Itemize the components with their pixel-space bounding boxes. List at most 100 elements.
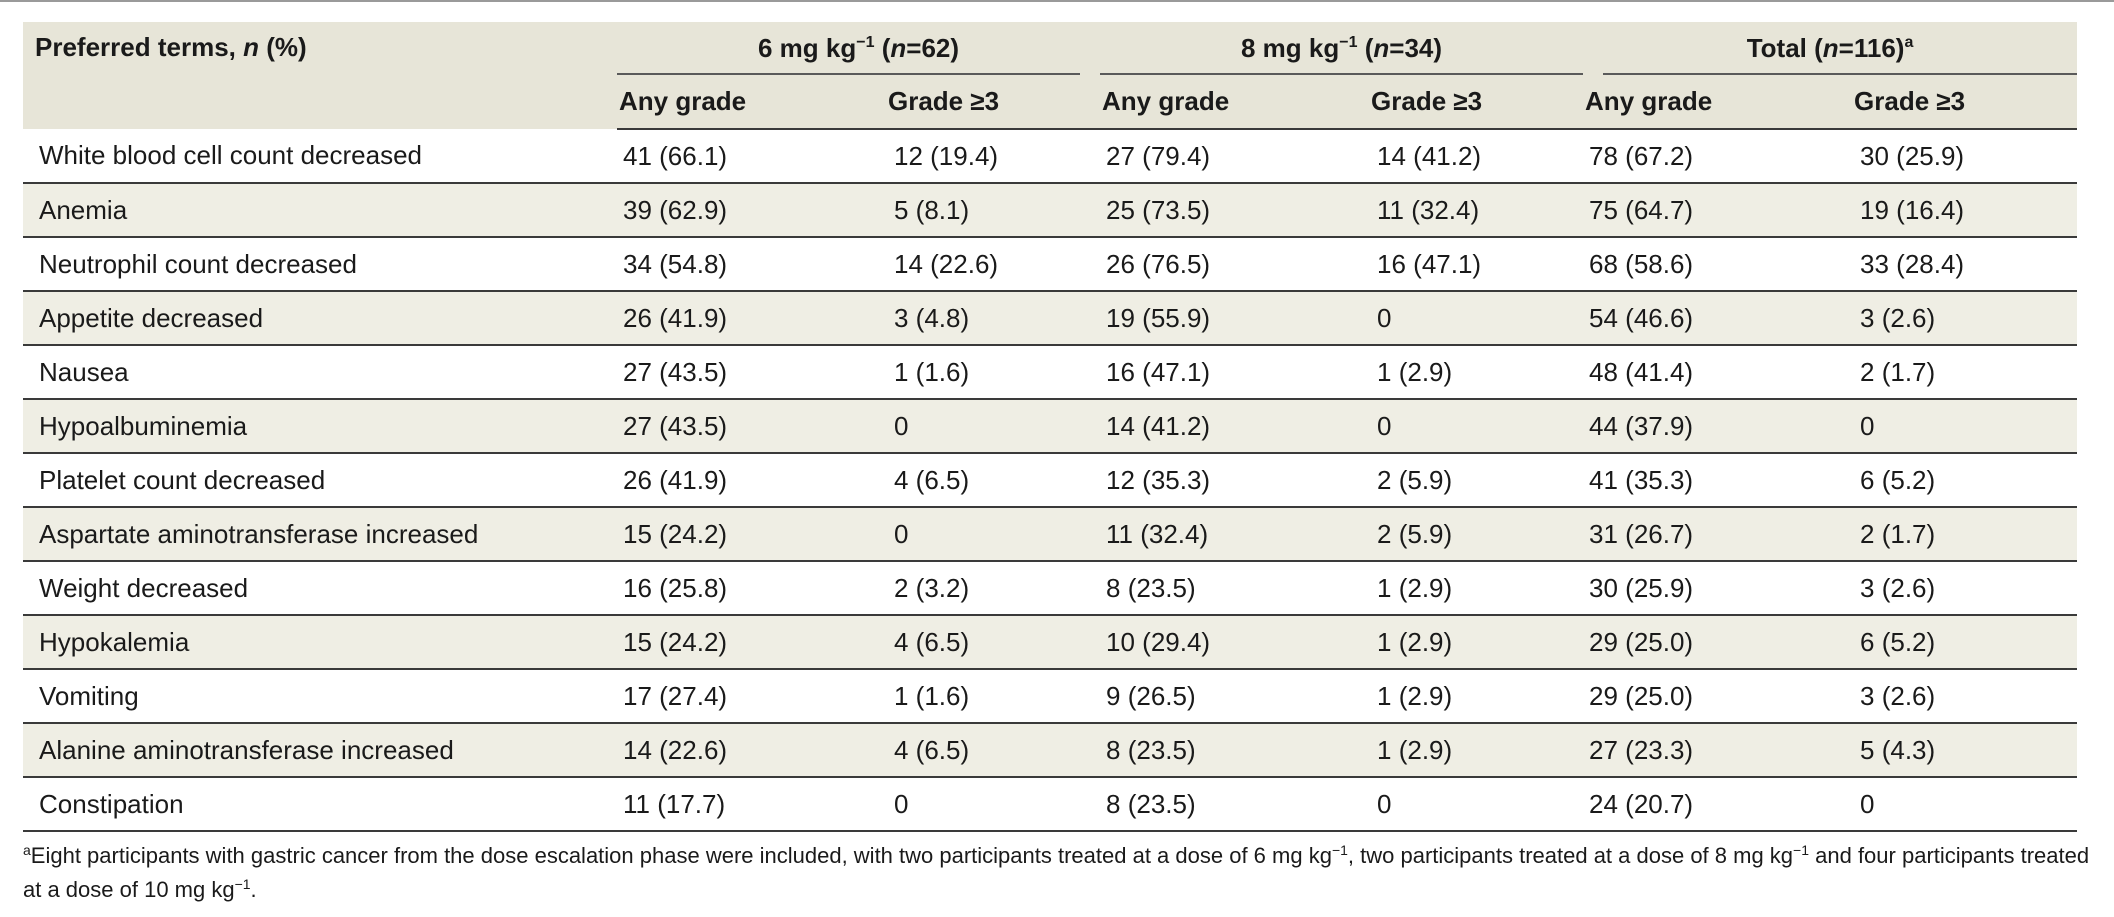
any-grade-cell: 26 (41.9) [617, 291, 868, 346]
any-grade-cell: 34 (54.8) [617, 237, 868, 292]
percent-label: (%) [266, 32, 307, 62]
any-grade-cell: 41 (66.1) [617, 129, 868, 184]
subheader-grade3: Grade ≥3 [1351, 75, 1584, 130]
grade3-cell: 14 (22.6) [868, 237, 1101, 292]
grade3-cell: 0 [1351, 291, 1584, 346]
footnote-text-2: , two participants treated at a dose of … [1347, 843, 1794, 868]
group-header-total: Total (n=116)a [1583, 22, 2078, 75]
top-rule [0, 0, 2114, 2]
grade3-cell: 3 (2.6) [1834, 669, 2078, 724]
any-grade-cell: 11 (17.7) [617, 777, 868, 832]
table-row: Weight decreased 16 (25.8) 2 (3.2) 8 (23.5)… [23, 561, 2078, 616]
term-cell: Vomiting [23, 669, 617, 724]
grade3-cell: 6 (5.2) [1834, 453, 2078, 508]
any-grade-cell: 29 (25.0) [1583, 615, 1835, 670]
table-row: Platelet count decreased 26 (41.9) 4 (6.5)… [23, 453, 2078, 508]
group-n-value: =116) [1838, 33, 1905, 63]
any-grade-cell: 8 (23.5) [1100, 561, 1352, 616]
footnote-text-3: and four participants treated at a dose … [23, 843, 2090, 902]
grade3-cell: 1 (2.9) [1351, 615, 1584, 670]
grade3-cell: 12 (19.4) [868, 129, 1101, 184]
any-grade-cell: 19 (55.9) [1100, 291, 1352, 346]
grade3-cell: 3 (2.6) [1834, 291, 2078, 346]
any-grade-cell: 14 (41.2) [1100, 399, 1352, 454]
grade3-cell: 3 (2.6) [1834, 561, 2078, 616]
term-cell: Anemia [23, 183, 617, 238]
grade3-cell: 2 (3.2) [868, 561, 1101, 616]
term-cell: White blood cell count decreased [23, 129, 617, 184]
grade3-cell: 14 (41.2) [1351, 129, 1584, 184]
subheader-any-grade: Any grade [1583, 75, 1835, 130]
adverse-events-table: Preferred terms, n (%) 6 mg kg−1 (n=62) … [23, 22, 2078, 832]
group-dose: Total ( [1746, 33, 1823, 63]
any-grade-cell: 27 (79.4) [1100, 129, 1352, 184]
any-grade-cell: 8 (23.5) [1100, 723, 1352, 778]
any-grade-cell: 75 (64.7) [1583, 183, 1835, 238]
grade3-cell: 5 (4.3) [1834, 723, 2078, 778]
grade3-cell: 2 (5.9) [1351, 507, 1584, 562]
table-row: Hypokalemia 15 (24.2) 4 (6.5) 10 (29.4) 1 (2… [23, 615, 2078, 670]
table-footnote: aEight participants with gastric cancer … [23, 839, 2093, 907]
grade3-cell: 1 (1.6) [868, 669, 1101, 724]
grade3-cell: 2 (5.9) [1351, 453, 1584, 508]
footnote-text-1: Eight participants with gastric cancer f… [30, 843, 1332, 868]
header-row-subcolumns: Any grade Grade ≥3 Any grade Grade ≥3 An… [23, 75, 2078, 130]
any-grade-cell: 14 (22.6) [617, 723, 868, 778]
grade3-cell: 33 (28.4) [1834, 237, 2078, 292]
any-grade-cell: 16 (47.1) [1100, 345, 1352, 400]
grade3-cell: 0 [868, 777, 1101, 832]
any-grade-cell: 48 (41.4) [1583, 345, 1835, 400]
group-dose: 6 mg kg [757, 33, 857, 63]
group-n-label: n [890, 33, 907, 63]
any-grade-cell: 31 (26.7) [1583, 507, 1835, 562]
any-grade-cell: 41 (35.3) [1583, 453, 1835, 508]
any-grade-cell: 26 (41.9) [617, 453, 868, 508]
footnote-exp-2: −1 [1793, 842, 1810, 858]
any-grade-cell: 15 (24.2) [617, 507, 868, 562]
group-header-8mg: 8 mg kg−1 (n=34) [1100, 22, 1584, 75]
term-cell: Hypoalbuminemia [23, 399, 617, 454]
grade3-cell: 2 (1.7) [1834, 345, 2078, 400]
any-grade-cell: 10 (29.4) [1100, 615, 1352, 670]
subheader-any-grade: Any grade [1100, 75, 1352, 130]
table-row: Neutrophil count decreased 34 (54.8) 14 (2… [23, 237, 2078, 292]
preferred-terms-header: Preferred terms, n (%) [23, 22, 617, 129]
footnote-exp-3: −1 [234, 876, 251, 892]
any-grade-cell: 78 (67.2) [1583, 129, 1835, 184]
any-grade-cell: 44 (37.9) [1583, 399, 1835, 454]
any-grade-cell: 15 (24.2) [617, 615, 868, 670]
grade3-cell: 4 (6.5) [868, 723, 1101, 778]
subheader-any-grade: Any grade [617, 75, 868, 130]
table-row: White blood cell count decreased 41 (66.1… [23, 129, 2078, 184]
any-grade-cell: 39 (62.9) [617, 183, 868, 238]
grade3-cell: 0 [1351, 777, 1584, 832]
grade3-cell: 1 (2.9) [1351, 345, 1584, 400]
any-grade-cell: 27 (43.5) [617, 399, 868, 454]
grade3-cell: 1 (2.9) [1351, 723, 1584, 778]
grade3-cell: 30 (25.9) [1834, 129, 2078, 184]
grade3-cell: 0 [868, 399, 1101, 454]
table-row: Anemia 39 (62.9) 5 (8.1) 25 (73.5) 11 (32.4)… [23, 183, 2078, 238]
grade3-cell: 4 (6.5) [868, 615, 1101, 670]
subheader-grade3: Grade ≥3 [1834, 75, 2078, 130]
footnote-text-4: . [250, 877, 257, 902]
group-n-value: =34) [1389, 33, 1443, 63]
any-grade-cell: 16 (25.8) [617, 561, 868, 616]
table-row: Appetite decreased 26 (41.9) 3 (4.8) 19 (55… [23, 291, 2078, 346]
group-exp: −1 [856, 34, 875, 51]
any-grade-cell: 29 (25.0) [1583, 669, 1835, 724]
term-cell: Aspartate aminotransferase increased [23, 507, 617, 562]
table-body: White blood cell count decreased 41 (66.1… [23, 129, 2078, 832]
adverse-events-table-container: Preferred terms, n (%) 6 mg kg−1 (n=62) … [23, 22, 2078, 832]
group-dose: 8 mg kg [1241, 33, 1340, 63]
any-grade-cell: 27 (43.5) [617, 345, 868, 400]
grade3-cell: 0 [1834, 777, 2078, 832]
term-cell: Platelet count decreased [23, 453, 617, 508]
table-row: Hypoalbuminemia 27 (43.5) 0 14 (41.2) 0 44 (3… [23, 399, 2078, 454]
any-grade-cell: 24 (20.7) [1583, 777, 1835, 832]
n-italic: n [243, 32, 260, 62]
any-grade-cell: 17 (27.4) [617, 669, 868, 724]
any-grade-cell: 8 (23.5) [1100, 777, 1352, 832]
table-header: Preferred terms, n (%) 6 mg kg−1 (n=62) … [23, 22, 2078, 130]
grade3-cell: 6 (5.2) [1834, 615, 2078, 670]
